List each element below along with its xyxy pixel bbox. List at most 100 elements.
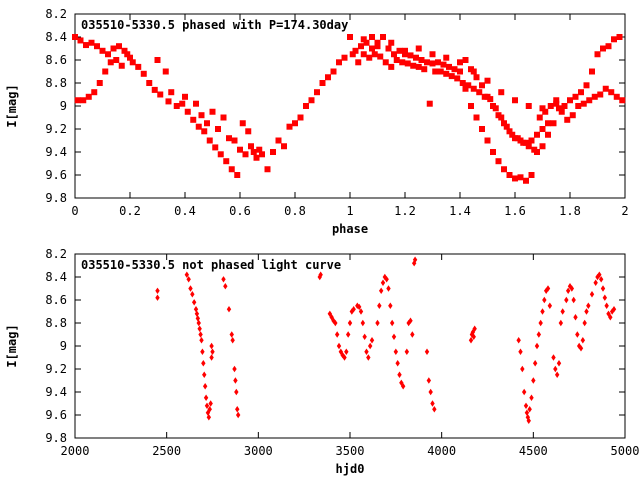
data-point (344, 348, 349, 355)
data-point (360, 36, 367, 43)
data-point (393, 348, 399, 355)
data-point (565, 287, 571, 294)
data-point (465, 82, 472, 89)
data-point (230, 337, 235, 344)
data-point (435, 59, 441, 66)
data-point (432, 68, 439, 75)
data-point (553, 97, 560, 104)
data-point (385, 45, 392, 52)
data-point (521, 388, 527, 396)
data-point (83, 42, 89, 49)
data-point (215, 126, 221, 132)
data-point (393, 57, 400, 63)
data-point (202, 383, 208, 390)
data-point (157, 91, 164, 98)
data-point (495, 158, 502, 165)
data-point (473, 114, 480, 121)
data-point (364, 348, 369, 355)
data-point (281, 143, 287, 150)
data-point (209, 108, 216, 115)
plot-frame (74, 253, 626, 439)
data-point (94, 43, 100, 50)
x-tick-label: 4000 (427, 444, 456, 458)
x-tick-label: 1.6 (504, 204, 526, 218)
y-tick-label: 8.8 (45, 316, 67, 330)
data-point (377, 302, 382, 309)
data-point (184, 108, 191, 115)
data-point (162, 68, 169, 75)
data-point (583, 82, 590, 89)
y-tick-label: 9 (60, 339, 67, 353)
data-point (443, 70, 450, 77)
data-point (404, 60, 411, 67)
data-point (597, 91, 604, 98)
data-point (520, 365, 525, 373)
data-point (184, 271, 190, 278)
x-tick-label: 2000 (61, 444, 90, 458)
data-point (556, 105, 562, 112)
x-tick-label: 5000 (611, 444, 640, 458)
data-point (558, 319, 564, 327)
data-point (424, 348, 430, 355)
data-point (233, 377, 238, 384)
data-point (325, 74, 331, 81)
data-point (124, 51, 131, 58)
data-point (380, 34, 386, 40)
data-point (391, 333, 397, 340)
data-point (85, 93, 92, 100)
data-point (407, 52, 414, 59)
data-point (105, 51, 111, 58)
data-point (501, 166, 507, 173)
data-point (479, 126, 485, 132)
x-axis-title: hjd0 (336, 462, 365, 476)
x-tick-label: 0.8 (284, 204, 306, 218)
data-point (539, 126, 546, 132)
data-point (382, 59, 389, 66)
data-point (589, 68, 595, 75)
data-point (525, 414, 531, 421)
data-point (193, 100, 199, 107)
data-point (318, 271, 323, 278)
data-point (91, 89, 98, 96)
data-point (572, 93, 579, 100)
data-point (135, 63, 142, 70)
data-point (484, 77, 491, 84)
x-tick-label: 1.4 (449, 204, 471, 218)
data-point (155, 294, 160, 301)
data-point (608, 314, 613, 321)
data-point (314, 89, 320, 96)
data-point (151, 86, 158, 93)
data-point (360, 51, 367, 58)
data-point (564, 116, 571, 123)
data-point (523, 177, 529, 184)
data-point (235, 406, 240, 413)
data-point (490, 103, 496, 109)
data-point (619, 97, 626, 104)
data-point (229, 331, 234, 338)
data-point (355, 59, 362, 66)
panel-title: 035510-5330.5 not phased light curve (81, 258, 341, 272)
data-point (534, 149, 540, 155)
data-point (388, 39, 395, 46)
x-tick-label: 3000 (244, 444, 273, 458)
data-point (336, 59, 342, 66)
data-point (613, 93, 620, 100)
data-point (245, 128, 252, 135)
data-point (459, 80, 466, 86)
data-point (501, 120, 507, 127)
data-point (432, 406, 437, 413)
data-point (528, 172, 535, 178)
x-tick-label: 1.2 (394, 204, 416, 218)
data-point (182, 93, 188, 100)
data-point (380, 279, 386, 286)
data-point (198, 112, 205, 119)
data-point (462, 57, 469, 63)
data-point (547, 103, 554, 109)
data-point (571, 296, 576, 304)
data-point (391, 51, 397, 58)
data-point (395, 360, 400, 367)
data-point (209, 354, 214, 361)
data-point (608, 89, 615, 96)
data-point (173, 103, 180, 109)
chart-panel-2: 2000 2500 3000 3500 4000 4500 5000 8.2 8.4 8.6 8.8… (5, 247, 639, 476)
